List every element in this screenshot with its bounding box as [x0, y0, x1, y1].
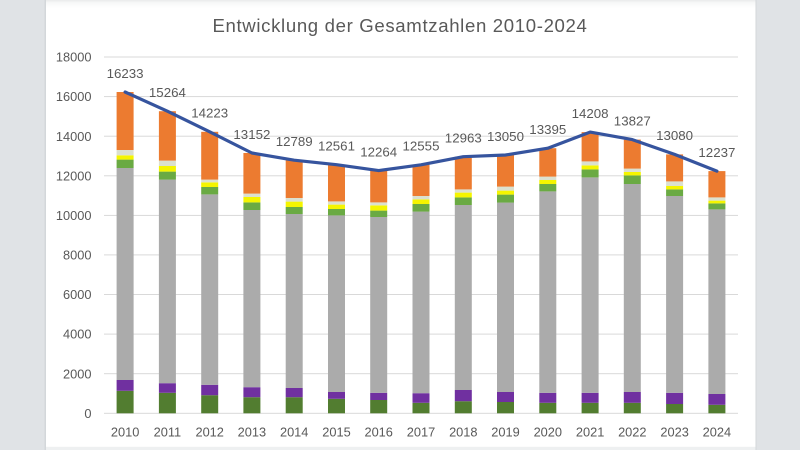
svg-text:13827: 13827 — [614, 113, 651, 128]
svg-text:14000: 14000 — [56, 129, 92, 144]
svg-text:12561: 12561 — [318, 139, 355, 154]
svg-text:14223: 14223 — [191, 106, 228, 121]
svg-text:15264: 15264 — [149, 85, 186, 100]
svg-text:18000: 18000 — [56, 50, 92, 65]
svg-text:13080: 13080 — [656, 128, 693, 143]
svg-text:16233: 16233 — [107, 66, 144, 81]
svg-text:2014: 2014 — [280, 425, 308, 440]
svg-text:2024: 2024 — [703, 425, 731, 440]
svg-text:2019: 2019 — [491, 425, 519, 440]
svg-text:2010: 2010 — [111, 425, 139, 440]
svg-text:2021: 2021 — [576, 425, 604, 440]
svg-text:8000: 8000 — [63, 248, 91, 263]
svg-text:14208: 14208 — [572, 106, 609, 121]
svg-text:6000: 6000 — [63, 287, 91, 302]
svg-text:2018: 2018 — [449, 425, 477, 440]
svg-text:2023: 2023 — [660, 425, 688, 440]
svg-text:12789: 12789 — [276, 134, 313, 149]
svg-text:13152: 13152 — [233, 127, 270, 142]
svg-text:12963: 12963 — [445, 131, 482, 146]
svg-text:12555: 12555 — [403, 139, 440, 154]
svg-text:2000: 2000 — [63, 366, 91, 381]
svg-text:16000: 16000 — [56, 89, 92, 104]
svg-text:13050: 13050 — [487, 129, 524, 144]
svg-text:10000: 10000 — [56, 208, 92, 223]
svg-text:4000: 4000 — [63, 327, 91, 342]
svg-text:2012: 2012 — [195, 425, 223, 440]
svg-text:2017: 2017 — [407, 425, 435, 440]
svg-text:2022: 2022 — [618, 425, 646, 440]
svg-text:13395: 13395 — [529, 122, 566, 137]
svg-text:0: 0 — [84, 406, 91, 421]
svg-text:12000: 12000 — [56, 168, 92, 183]
svg-text:Entwicklung der Gesamtzahlen 2: Entwicklung der Gesamtzahlen 2010-2024 — [212, 15, 587, 36]
svg-text:2011: 2011 — [154, 425, 182, 440]
svg-text:2020: 2020 — [534, 425, 562, 440]
svg-text:12264: 12264 — [360, 144, 397, 159]
svg-text:2016: 2016 — [364, 425, 392, 440]
svg-text:12237: 12237 — [698, 145, 735, 160]
svg-text:2013: 2013 — [238, 425, 266, 440]
svg-text:2015: 2015 — [322, 425, 350, 440]
